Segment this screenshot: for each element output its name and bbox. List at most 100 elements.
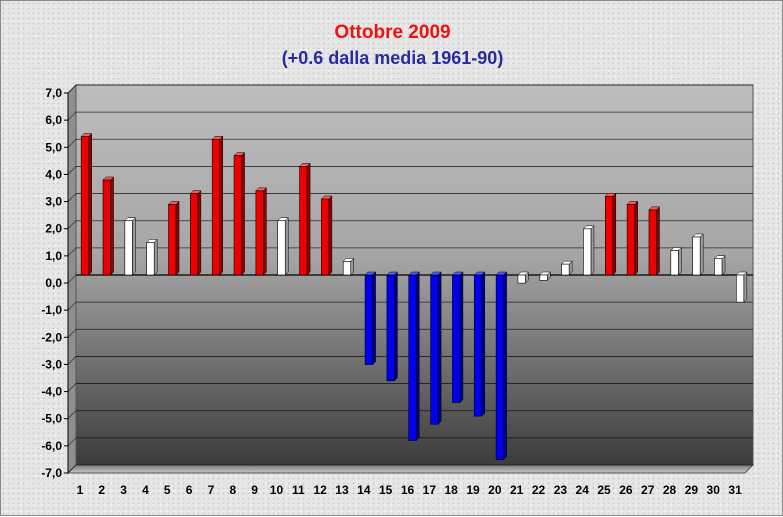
bar-side <box>132 217 136 276</box>
x-tick-label: 3 <box>120 483 127 497</box>
y-tick-label: -7,0 <box>41 466 62 480</box>
bar <box>321 198 330 276</box>
y-tick-label: -1,0 <box>41 303 62 317</box>
bar <box>648 209 657 276</box>
bar <box>190 193 199 276</box>
bar-side <box>656 206 660 276</box>
x-tick-label: 10 <box>270 483 284 497</box>
bar <box>561 263 570 276</box>
y-tick-label: -2,0 <box>41 330 62 344</box>
bar <box>124 220 133 276</box>
y-tick-label: -6,0 <box>41 439 62 453</box>
x-tick-label: 5 <box>164 483 171 497</box>
bar-side <box>88 132 92 276</box>
gridline-side <box>67 193 77 202</box>
x-tick-label: 20 <box>488 483 502 497</box>
x-tick-label: 30 <box>707 483 721 497</box>
y-tick-label: 3,0 <box>45 195 62 209</box>
y-tick-label: 7,0 <box>45 86 62 100</box>
bar <box>670 250 679 276</box>
bar-side <box>284 217 289 276</box>
bar-side <box>241 151 245 276</box>
gridline-side <box>67 166 77 175</box>
x-tick-label: 7 <box>208 483 215 497</box>
bar-side <box>197 189 202 276</box>
bar <box>146 242 155 276</box>
bar <box>277 220 286 276</box>
x-tick-label: 22 <box>532 483 546 497</box>
gridline-side <box>67 247 77 257</box>
x-tick-label: 25 <box>597 483 611 497</box>
gridline-side <box>67 437 77 447</box>
y-tick-label: 5,0 <box>45 140 62 154</box>
x-tick-label: 4 <box>142 483 149 497</box>
x-tick-label: 28 <box>663 483 677 497</box>
y-tick-label: -4,0 <box>41 385 62 399</box>
x-tick-label: 19 <box>466 483 480 497</box>
x-tick-label: 14 <box>357 483 371 497</box>
gridline-side <box>67 274 77 284</box>
bar <box>692 236 701 276</box>
bar-side <box>481 271 486 417</box>
gridline-side <box>67 410 77 419</box>
bar-side <box>175 200 180 276</box>
gridline-side <box>67 301 77 311</box>
bar <box>473 274 483 417</box>
gridline-side <box>67 84 77 94</box>
chart-title: Ottobre 2009 <box>334 22 451 43</box>
bar-side <box>503 271 507 461</box>
x-tick-label: 26 <box>619 483 633 497</box>
x-tick-label: 17 <box>423 483 437 497</box>
x-tick-label: 21 <box>510 483 524 497</box>
bar <box>517 274 526 284</box>
bar <box>233 155 242 276</box>
bar <box>168 204 177 276</box>
bar-side <box>153 238 158 276</box>
bar-side <box>634 200 638 276</box>
x-tick-label: 31 <box>728 483 742 497</box>
chart-floor <box>66 464 755 474</box>
x-tick-label: 1 <box>77 483 84 497</box>
y-tick-label: -3,0 <box>41 357 62 371</box>
x-tick-label: 27 <box>641 483 655 497</box>
bar <box>255 190 264 276</box>
y-tick-label: 2,0 <box>45 222 62 236</box>
plot-area: -7,0 -6,0 -5,0 -4,0 -3,0 -2,0 -1,0 0,0 1,0 2,0 3,0… <box>41 83 755 497</box>
bar-side <box>590 225 595 276</box>
y-tick-label: 0,0 <box>45 276 62 290</box>
gridline-side <box>67 383 77 392</box>
bar <box>452 274 461 403</box>
y-tick-label: 6,0 <box>45 113 62 127</box>
gridline-side <box>67 111 77 121</box>
bar <box>299 166 308 276</box>
gridline-side <box>67 464 77 474</box>
x-tick-label: 11 <box>292 483 305 497</box>
bar-side <box>328 195 333 276</box>
x-tick-label: 29 <box>685 483 699 497</box>
x-tick-label: 8 <box>229 483 236 497</box>
bar <box>736 274 745 303</box>
x-tick-label: 2 <box>98 483 105 497</box>
bar <box>604 195 614 276</box>
x-tick-label: 6 <box>186 483 193 497</box>
y-tick-label: 4,0 <box>45 167 62 181</box>
x-tick-label: 16 <box>401 483 415 497</box>
chart-subtitle: (+0.6 dalla media 1961-90) <box>281 48 504 68</box>
x-tick-label: 23 <box>554 483 568 497</box>
x-tick-label: 15 <box>379 483 393 497</box>
gridline-side <box>67 329 77 338</box>
gridline-side <box>67 139 77 148</box>
gridline-side <box>67 356 77 365</box>
bar-side <box>394 271 398 382</box>
x-tick-label: 12 <box>313 483 327 497</box>
bar-side <box>219 135 223 276</box>
bar-side <box>306 162 311 276</box>
bar <box>102 179 111 276</box>
bar <box>626 204 635 276</box>
bar-side <box>612 192 617 276</box>
bar <box>583 228 592 276</box>
y-tick-label: 1,0 <box>45 249 62 263</box>
bar <box>386 274 395 382</box>
